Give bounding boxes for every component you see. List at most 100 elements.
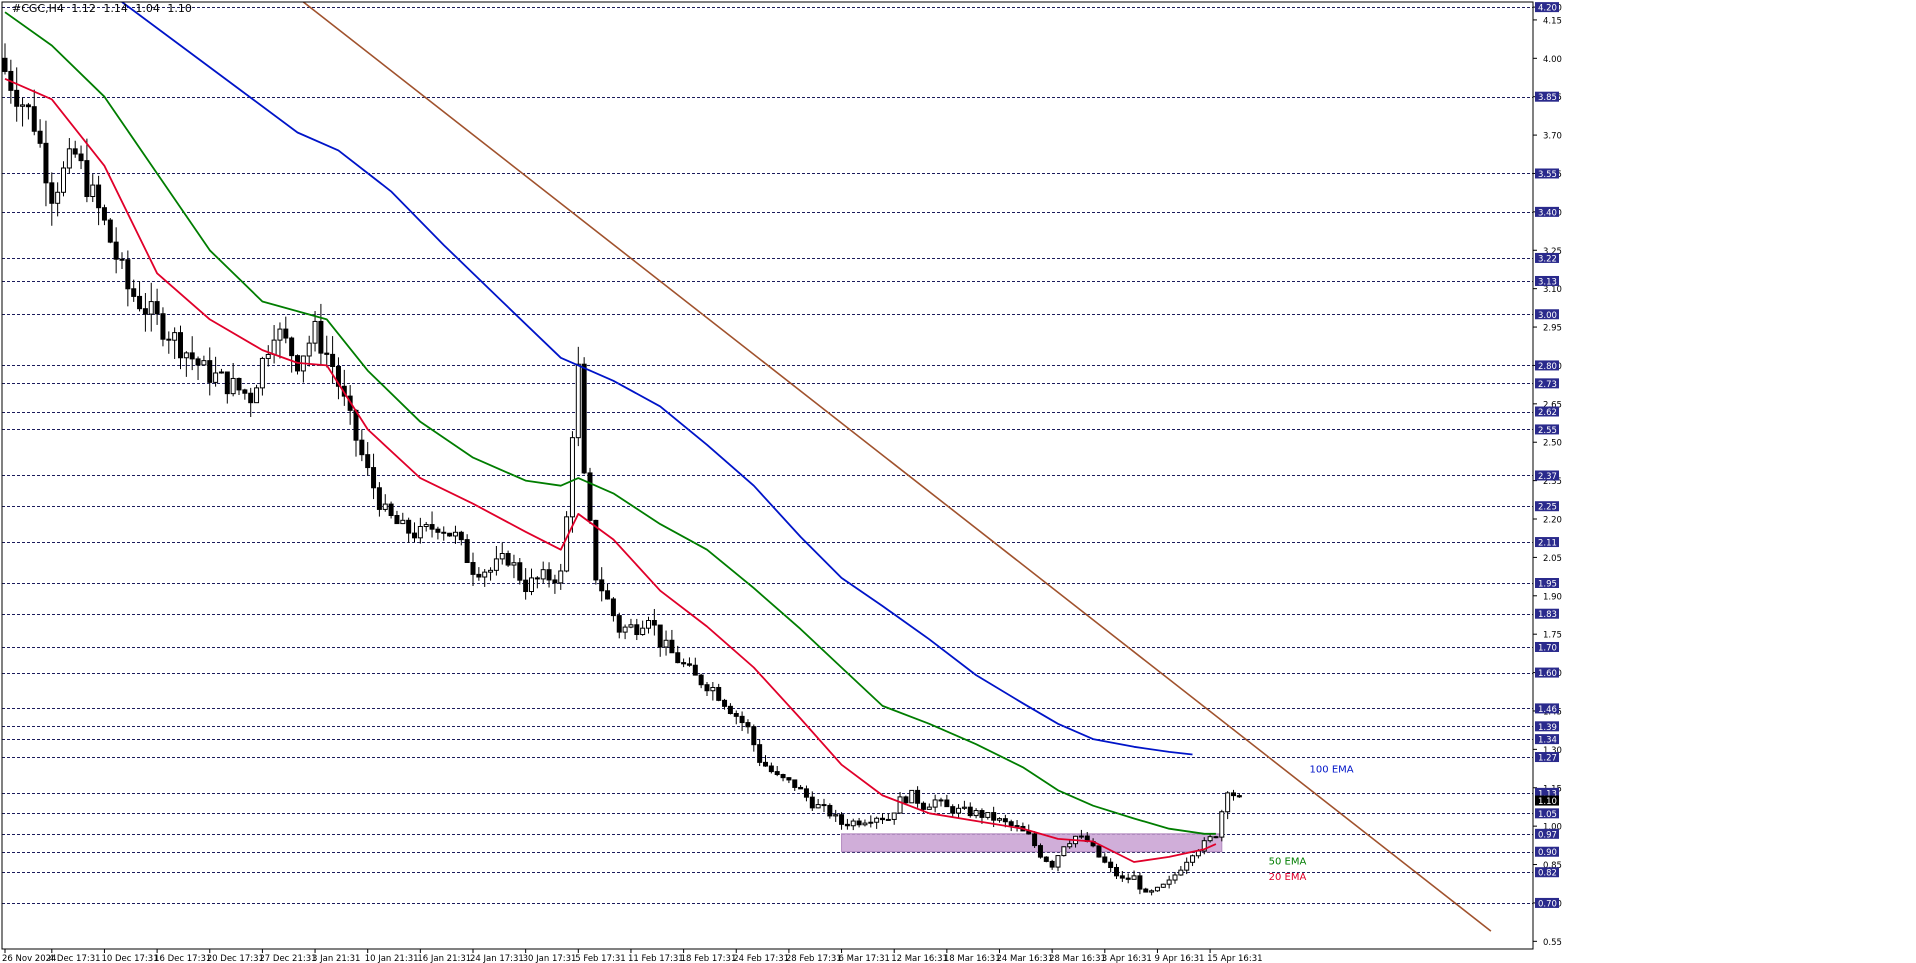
candle-body [1108,861,1114,868]
x-tick-label: 6 Mar 17:31 [839,954,890,963]
candle-body [681,662,687,665]
plot-frame [1,1,1534,950]
ema100-line [121,2,1193,756]
level-price-label: 1.60 [1538,669,1557,679]
candle-body [961,806,967,809]
candle-body [1231,792,1236,797]
x-tick-label: 12 Mar 16:31 [891,954,948,963]
level-price-label: 2.25 [1538,503,1557,513]
candle-body [265,353,271,359]
candle-body [1172,874,1178,881]
candle-body [476,573,482,578]
candle-body [230,377,236,395]
candle-body [967,806,973,817]
candle-body [1201,840,1207,852]
candle-body [704,684,710,692]
level-price-label: 0.97 [1538,830,1557,840]
candle-body [1195,850,1201,857]
candle-body [1119,875,1125,879]
candle-body [306,342,312,357]
candle-body [1154,886,1160,892]
candle-body [259,357,265,389]
candle-body [464,539,470,564]
candle-body [634,624,640,636]
x-tick-label: 5 Feb 17:31 [575,954,625,963]
candle-body [131,288,137,297]
x-tick-label: 3 Apr 16:31 [1102,954,1152,963]
candle-body [96,184,102,209]
x-tick-label: 16 Dec 17:31 [154,954,211,963]
y-tick-label: 4.15 [1543,16,1562,26]
x-tick-label: 9 Apr 16:31 [1154,954,1204,963]
candle-body [458,531,464,541]
level-price-box [1535,168,1559,179]
candle-body [218,371,224,374]
candle-body [406,519,412,534]
level-price-label: 1.13 [1538,789,1557,799]
candle-body [786,777,792,781]
candle-body [376,487,382,510]
candle-body [605,590,611,600]
y-tick-label: 1.00 [1543,823,1562,833]
candle-body [920,802,926,810]
level-price-box [1535,721,1559,732]
candle-body [359,439,365,456]
level-price-label: 1.70 [1538,643,1557,653]
candle-body [101,207,107,221]
candle-body [897,796,903,814]
level-price-label: 1.46 [1538,705,1557,715]
level-price-box [1535,808,1559,819]
candle-body [382,503,388,510]
candle-body [429,524,435,530]
level-price-label: 1.83 [1538,610,1557,620]
candle-body [733,713,739,717]
candle-body [780,774,786,779]
candle-body [412,532,417,539]
level-price-box [1535,360,1559,371]
candle-body [552,579,558,584]
candle-body [14,89,20,107]
x-tick-label: 18 Mar 16:31 [944,954,1001,963]
candle-body [324,352,330,355]
candle-body [1067,843,1073,848]
candle-body [768,765,774,773]
candle-body [1178,869,1184,876]
ema50-line [4,11,1216,835]
candle-body [20,104,26,107]
candle-body [575,363,581,439]
candle-body [932,799,938,808]
level-price-label: 3.22 [1538,254,1557,264]
candle-body [1160,883,1166,888]
candle-body [55,191,61,204]
ema20-label: 20 EMA [1269,872,1307,883]
candle-body [1125,877,1131,880]
candle-body [125,259,131,290]
candle-body [447,532,453,537]
candle-body [1102,856,1108,863]
candle-body [663,639,669,648]
candle-body [441,531,447,534]
level-price-label: 1.39 [1538,723,1557,733]
candle-body [248,392,254,404]
ema50-label: 50 EMA [1269,857,1307,868]
candle-body [1078,835,1084,838]
candle-body [1137,875,1143,890]
y-tick-label: 2.05 [1543,554,1562,564]
candle-body [850,820,856,827]
candle-body [622,626,628,633]
x-tick-label: 4 Dec 17:31 [49,954,101,963]
level-price-box [1535,787,1559,798]
candle-body [915,789,921,804]
candles-layer [2,43,1242,896]
candle-body [599,579,605,592]
y-tick-label: 3.25 [1543,247,1562,257]
candle-body [1037,845,1043,858]
candle-body [739,715,745,724]
candle-body [1032,833,1038,847]
candle-body [31,106,37,132]
candle-body [815,804,821,809]
level-price-box [1535,641,1559,652]
candle-body [107,219,113,243]
